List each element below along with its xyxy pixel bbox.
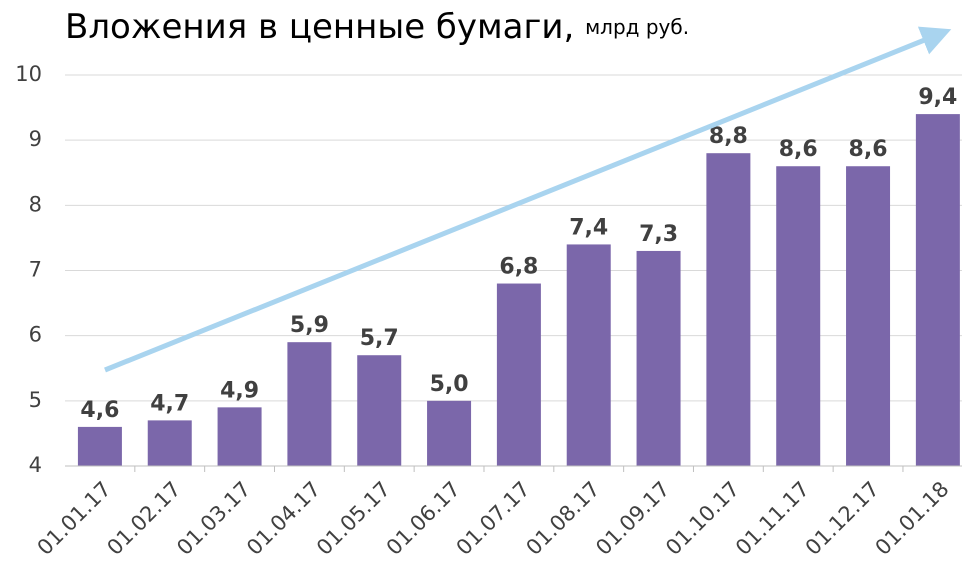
y-tick-label: 5 xyxy=(29,388,42,412)
bar xyxy=(915,114,960,466)
value-label: 4,7 xyxy=(150,391,189,416)
value-label: 4,9 xyxy=(220,378,259,403)
y-tick-label: 10 xyxy=(15,62,42,86)
x-tick-label: 01.07.17 xyxy=(452,477,535,560)
value-label: 5,7 xyxy=(360,326,399,351)
x-tick-label: 01.01.18 xyxy=(871,477,954,560)
chart-title: Вложения в ценные бумаги, млрд руб. xyxy=(65,7,689,47)
x-tick-label: 01.08.17 xyxy=(521,477,604,560)
bar xyxy=(147,420,192,466)
x-tick-label: 01.10.17 xyxy=(661,477,744,560)
bar xyxy=(427,400,472,466)
x-tick-label: 01.04.17 xyxy=(242,477,325,560)
bar xyxy=(566,244,611,466)
value-label: 8,6 xyxy=(849,137,888,162)
bar xyxy=(496,283,541,466)
bar xyxy=(357,355,402,466)
bar xyxy=(77,426,122,466)
trend-arrow xyxy=(104,26,952,373)
bar xyxy=(776,166,821,466)
x-tick-label: 01.03.17 xyxy=(172,477,255,560)
x-tick-label: 01.12.17 xyxy=(801,477,884,560)
x-tick-label: 01.06.17 xyxy=(382,477,465,560)
y-tick-label: 7 xyxy=(29,258,42,282)
y-tick-label: 9 xyxy=(29,127,42,151)
y-tick-label: 6 xyxy=(29,323,42,347)
value-label: 4,6 xyxy=(80,398,119,423)
plot: 4 5 6 7 8 9 10 4,6 01.01.17 4,7 01.02.17 4,9 01.03.1… xyxy=(15,62,962,560)
y-tick-label: 4 xyxy=(29,453,42,477)
subtitle: млрд руб. xyxy=(585,15,689,39)
value-label: 6,8 xyxy=(499,255,538,280)
bar xyxy=(706,153,751,466)
value-label: 5,9 xyxy=(290,313,329,338)
x-tick-label: 01.09.17 xyxy=(591,477,674,560)
x-tick-label: 01.05.17 xyxy=(312,477,395,560)
title: Вложения в ценные бумаги, xyxy=(65,7,574,47)
bar xyxy=(287,342,332,466)
y-tick-label: 8 xyxy=(29,192,42,216)
bar xyxy=(846,166,891,466)
value-label: 7,3 xyxy=(639,222,678,247)
bar xyxy=(217,407,262,466)
x-tick-label: 01.01.17 xyxy=(33,477,116,560)
value-label: 9,4 xyxy=(918,85,957,110)
x-tick-label: 01.02.17 xyxy=(102,477,185,560)
value-label: 8,8 xyxy=(709,124,748,149)
x-tick-label: 01.11.17 xyxy=(731,477,814,560)
value-label: 5,0 xyxy=(430,372,469,397)
bar xyxy=(636,250,681,466)
value-label: 7,4 xyxy=(569,215,608,240)
value-label: 8,6 xyxy=(779,137,818,162)
